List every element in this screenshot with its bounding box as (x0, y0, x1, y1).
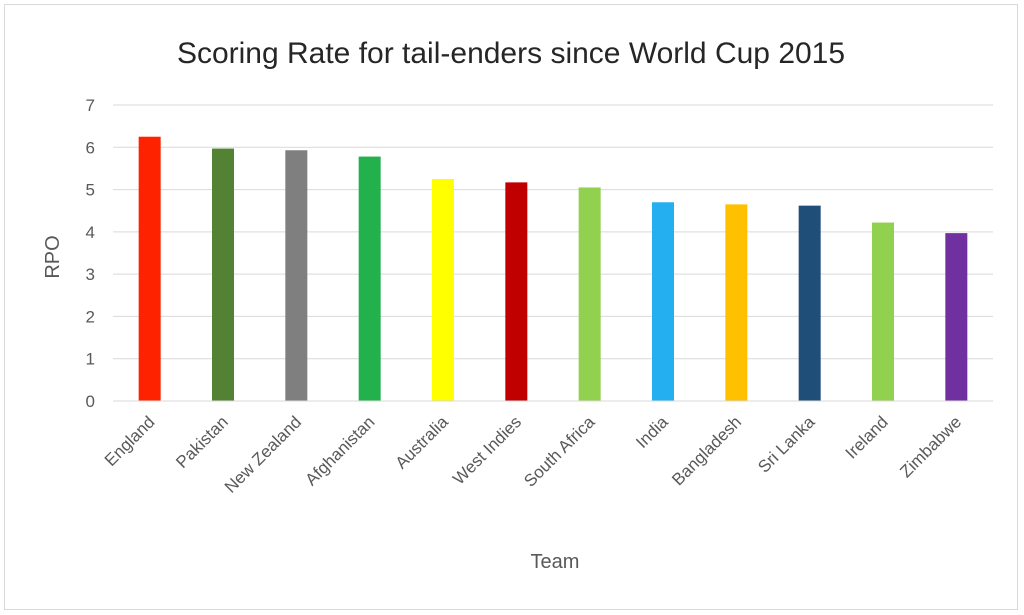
x-category-label: Australia (392, 412, 453, 473)
x-axis-title: Team (531, 551, 580, 573)
x-category-label: New Zealand (221, 412, 305, 496)
y-tick-label: 5 (86, 181, 95, 200)
x-category-label: Ireland (842, 412, 892, 462)
bar-pakistan (212, 148, 234, 401)
y-tick-label: 4 (86, 223, 95, 242)
bar-england (138, 136, 161, 401)
x-category-label: South Africa (520, 412, 599, 491)
x-category-label: Afghanistan (302, 412, 379, 489)
x-category-label: West Indies (449, 412, 525, 488)
x-category-label: England (101, 412, 159, 470)
bar-india (652, 202, 674, 401)
bar-chart: Scoring Rate for tail-enders since World… (42, 37, 993, 573)
bar-sri-lanka (798, 205, 821, 401)
bar-afghanistan (358, 156, 381, 401)
x-category-label: Zimbabwe (896, 412, 965, 481)
y-tick-label: 0 (86, 392, 95, 411)
x-category-label: Pakistan (172, 412, 232, 472)
bar-australia (432, 179, 454, 401)
bar-ireland (872, 222, 894, 401)
x-category-label: Sri Lanka (754, 412, 819, 477)
bar-south-africa (578, 187, 601, 401)
chart-title: Scoring Rate for tail-enders since World… (177, 37, 845, 70)
x-category-label: India (632, 412, 672, 452)
y-tick-label: 1 (86, 350, 95, 369)
bar-new-zealand (285, 150, 308, 401)
y-tick-label: 2 (86, 307, 95, 326)
y-axis-ticks: 0 1 2 3 4 5 6 7 (86, 96, 95, 411)
bar-bangladesh (725, 204, 748, 401)
gridlines (113, 104, 993, 360)
y-tick-label: 6 (86, 138, 95, 157)
bar-zimbabwe (945, 233, 968, 401)
chart-frame: Scoring Rate for tail-enders since World… (4, 4, 1018, 610)
bars (138, 136, 968, 401)
y-tick-label: 3 (86, 265, 95, 284)
x-category-label: Bangladesh (668, 412, 745, 489)
bar-west-indies (505, 182, 528, 401)
y-axis-title: RPO (42, 235, 64, 278)
y-tick-label: 7 (86, 96, 95, 115)
